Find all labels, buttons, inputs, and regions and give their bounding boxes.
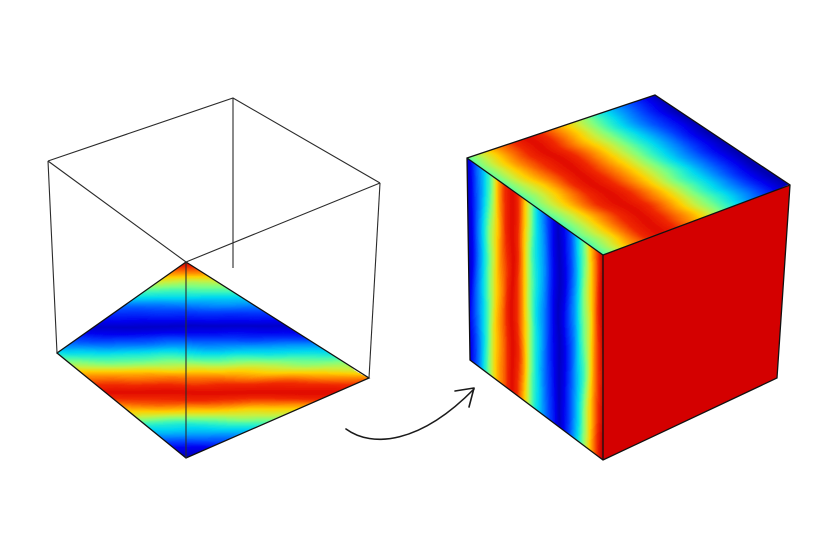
transform-arrow[interactable] — [345, 387, 475, 440]
wire-vertical-right — [368, 182, 381, 379]
base-field-surface — [55, 261, 371, 459]
transform-arrow-head — [454, 387, 475, 408]
base-field-gradient — [57, 262, 369, 458]
wire-top-back-edges — [47, 97, 381, 184]
wire-top-front-edges — [47, 160, 381, 263]
cube-right-face — [603, 185, 790, 460]
left-object-wireframe-cube[interactable] — [45, 97, 381, 470]
transform-arrow-curve — [345, 388, 475, 440]
right-object-solid-cube[interactable] — [458, 86, 799, 470]
wire-vertical-left — [47, 160, 58, 354]
cube-silhouette — [466, 94, 791, 461]
